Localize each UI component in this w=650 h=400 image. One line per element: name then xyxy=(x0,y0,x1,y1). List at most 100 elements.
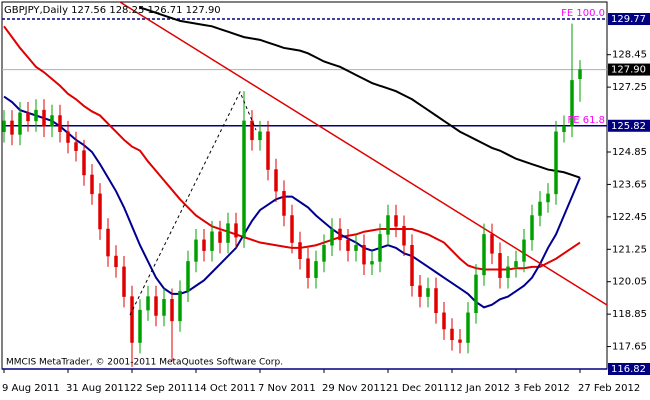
x-tick-label: 29 Nov 2011 xyxy=(322,383,386,394)
moving-average xyxy=(139,6,581,179)
candle-body xyxy=(538,201,542,216)
candle-body xyxy=(218,231,222,243)
candle-body xyxy=(490,234,494,254)
candle-body xyxy=(346,239,350,251)
price-box-label: 116.82 xyxy=(611,364,646,375)
candle-body xyxy=(250,120,254,141)
y-tick-label: 127.25 xyxy=(612,82,647,93)
candle-body xyxy=(330,228,334,246)
candle-body xyxy=(26,112,30,122)
candle-body xyxy=(386,215,390,235)
candle-body xyxy=(426,288,430,297)
candle-body xyxy=(394,215,398,227)
y-tick-label: 121.25 xyxy=(612,244,647,255)
candle-body xyxy=(82,150,86,176)
footer: MMCIS MetaTrader, © 2001-2011 MetaQuotes… xyxy=(6,358,283,368)
candle-body xyxy=(442,312,446,330)
candle-body xyxy=(74,142,78,151)
candle-body xyxy=(130,296,134,343)
candle-body xyxy=(314,261,318,278)
candle-body xyxy=(458,339,462,343)
x-tick-label: 7 Nov 2011 xyxy=(258,383,316,394)
plot-area xyxy=(2,2,607,367)
candle-body xyxy=(90,174,94,195)
candle-body xyxy=(122,266,126,297)
x-tick-label: 12 Jan 2012 xyxy=(450,383,510,394)
candle-body xyxy=(338,228,342,241)
candle-body xyxy=(274,169,278,192)
x-tick-label: 21 Dec 2011 xyxy=(386,383,450,394)
candle-body xyxy=(146,296,150,311)
candle-body xyxy=(226,223,230,243)
price-box xyxy=(608,13,650,26)
candle-body xyxy=(402,226,406,246)
candle-body xyxy=(210,231,214,251)
candle-body xyxy=(138,309,142,343)
x-tick-label: 9 Aug 2011 xyxy=(2,383,60,394)
candle-body xyxy=(570,80,574,127)
candle-body xyxy=(66,131,70,143)
candle-body xyxy=(50,115,54,127)
candle-body xyxy=(298,242,302,259)
candle-body xyxy=(546,193,550,203)
candle-body xyxy=(186,261,190,292)
candle-body xyxy=(34,109,38,122)
candle-body xyxy=(258,131,262,141)
candle-body xyxy=(282,190,286,216)
price-box xyxy=(608,63,650,76)
candle-body xyxy=(562,126,566,132)
candle-body xyxy=(2,120,6,132)
candle-body xyxy=(378,234,382,262)
candle-body xyxy=(450,328,454,341)
candle-body xyxy=(554,131,558,195)
moving-average xyxy=(3,95,581,309)
candle-body xyxy=(10,120,14,135)
y-tick-label: 117.65 xyxy=(612,342,647,353)
candle-body xyxy=(234,223,238,238)
candle-body xyxy=(498,253,502,278)
candle-body xyxy=(506,266,510,278)
candle-body xyxy=(306,258,310,278)
candle-body xyxy=(266,131,270,170)
candle-body xyxy=(154,296,158,316)
candle-body xyxy=(418,285,422,297)
candle-body xyxy=(114,255,118,268)
candle-body xyxy=(482,234,486,276)
candle-body xyxy=(242,120,246,238)
y-tick-label: 118.85 xyxy=(612,309,647,320)
candle-body xyxy=(194,239,198,262)
x-tick-label: 22 Sep 2011 xyxy=(130,383,193,394)
candle-body xyxy=(42,109,46,127)
candle-body xyxy=(530,215,534,241)
candle-body xyxy=(106,228,110,257)
price-box-label: 129.77 xyxy=(611,14,646,25)
level-label: FE 61.8 xyxy=(567,115,605,126)
price-box-label: 125.82 xyxy=(611,121,646,132)
candle-body xyxy=(474,274,478,314)
candle-body xyxy=(466,312,470,343)
candle-body xyxy=(290,215,294,243)
y-tick-label: 120.05 xyxy=(612,277,647,288)
candle-body xyxy=(98,193,102,230)
x-tick-label: 31 Aug 2011 xyxy=(66,383,130,394)
trendline xyxy=(118,2,607,306)
y-tick-label: 122.45 xyxy=(612,212,647,223)
x-tick-label: 27 Feb 2012 xyxy=(578,383,640,394)
fibo-expansion xyxy=(129,90,257,316)
price-box-label: 127.90 xyxy=(611,65,646,76)
y-tick-label: 128.45 xyxy=(612,50,647,61)
candle-body xyxy=(170,299,174,322)
candle-body xyxy=(522,239,526,262)
candle-body xyxy=(362,244,366,265)
chart-header: GBPJPY,Daily 127.56 128.25 126.71 127.90 xyxy=(4,5,221,16)
candle-body xyxy=(58,115,62,132)
candle-body xyxy=(322,244,326,262)
price-box xyxy=(608,363,650,375)
candle-body xyxy=(162,299,166,316)
candle-body xyxy=(370,261,374,265)
candle-body xyxy=(434,288,438,314)
candle-body xyxy=(18,112,22,135)
y-tick-label: 124.85 xyxy=(612,147,647,158)
